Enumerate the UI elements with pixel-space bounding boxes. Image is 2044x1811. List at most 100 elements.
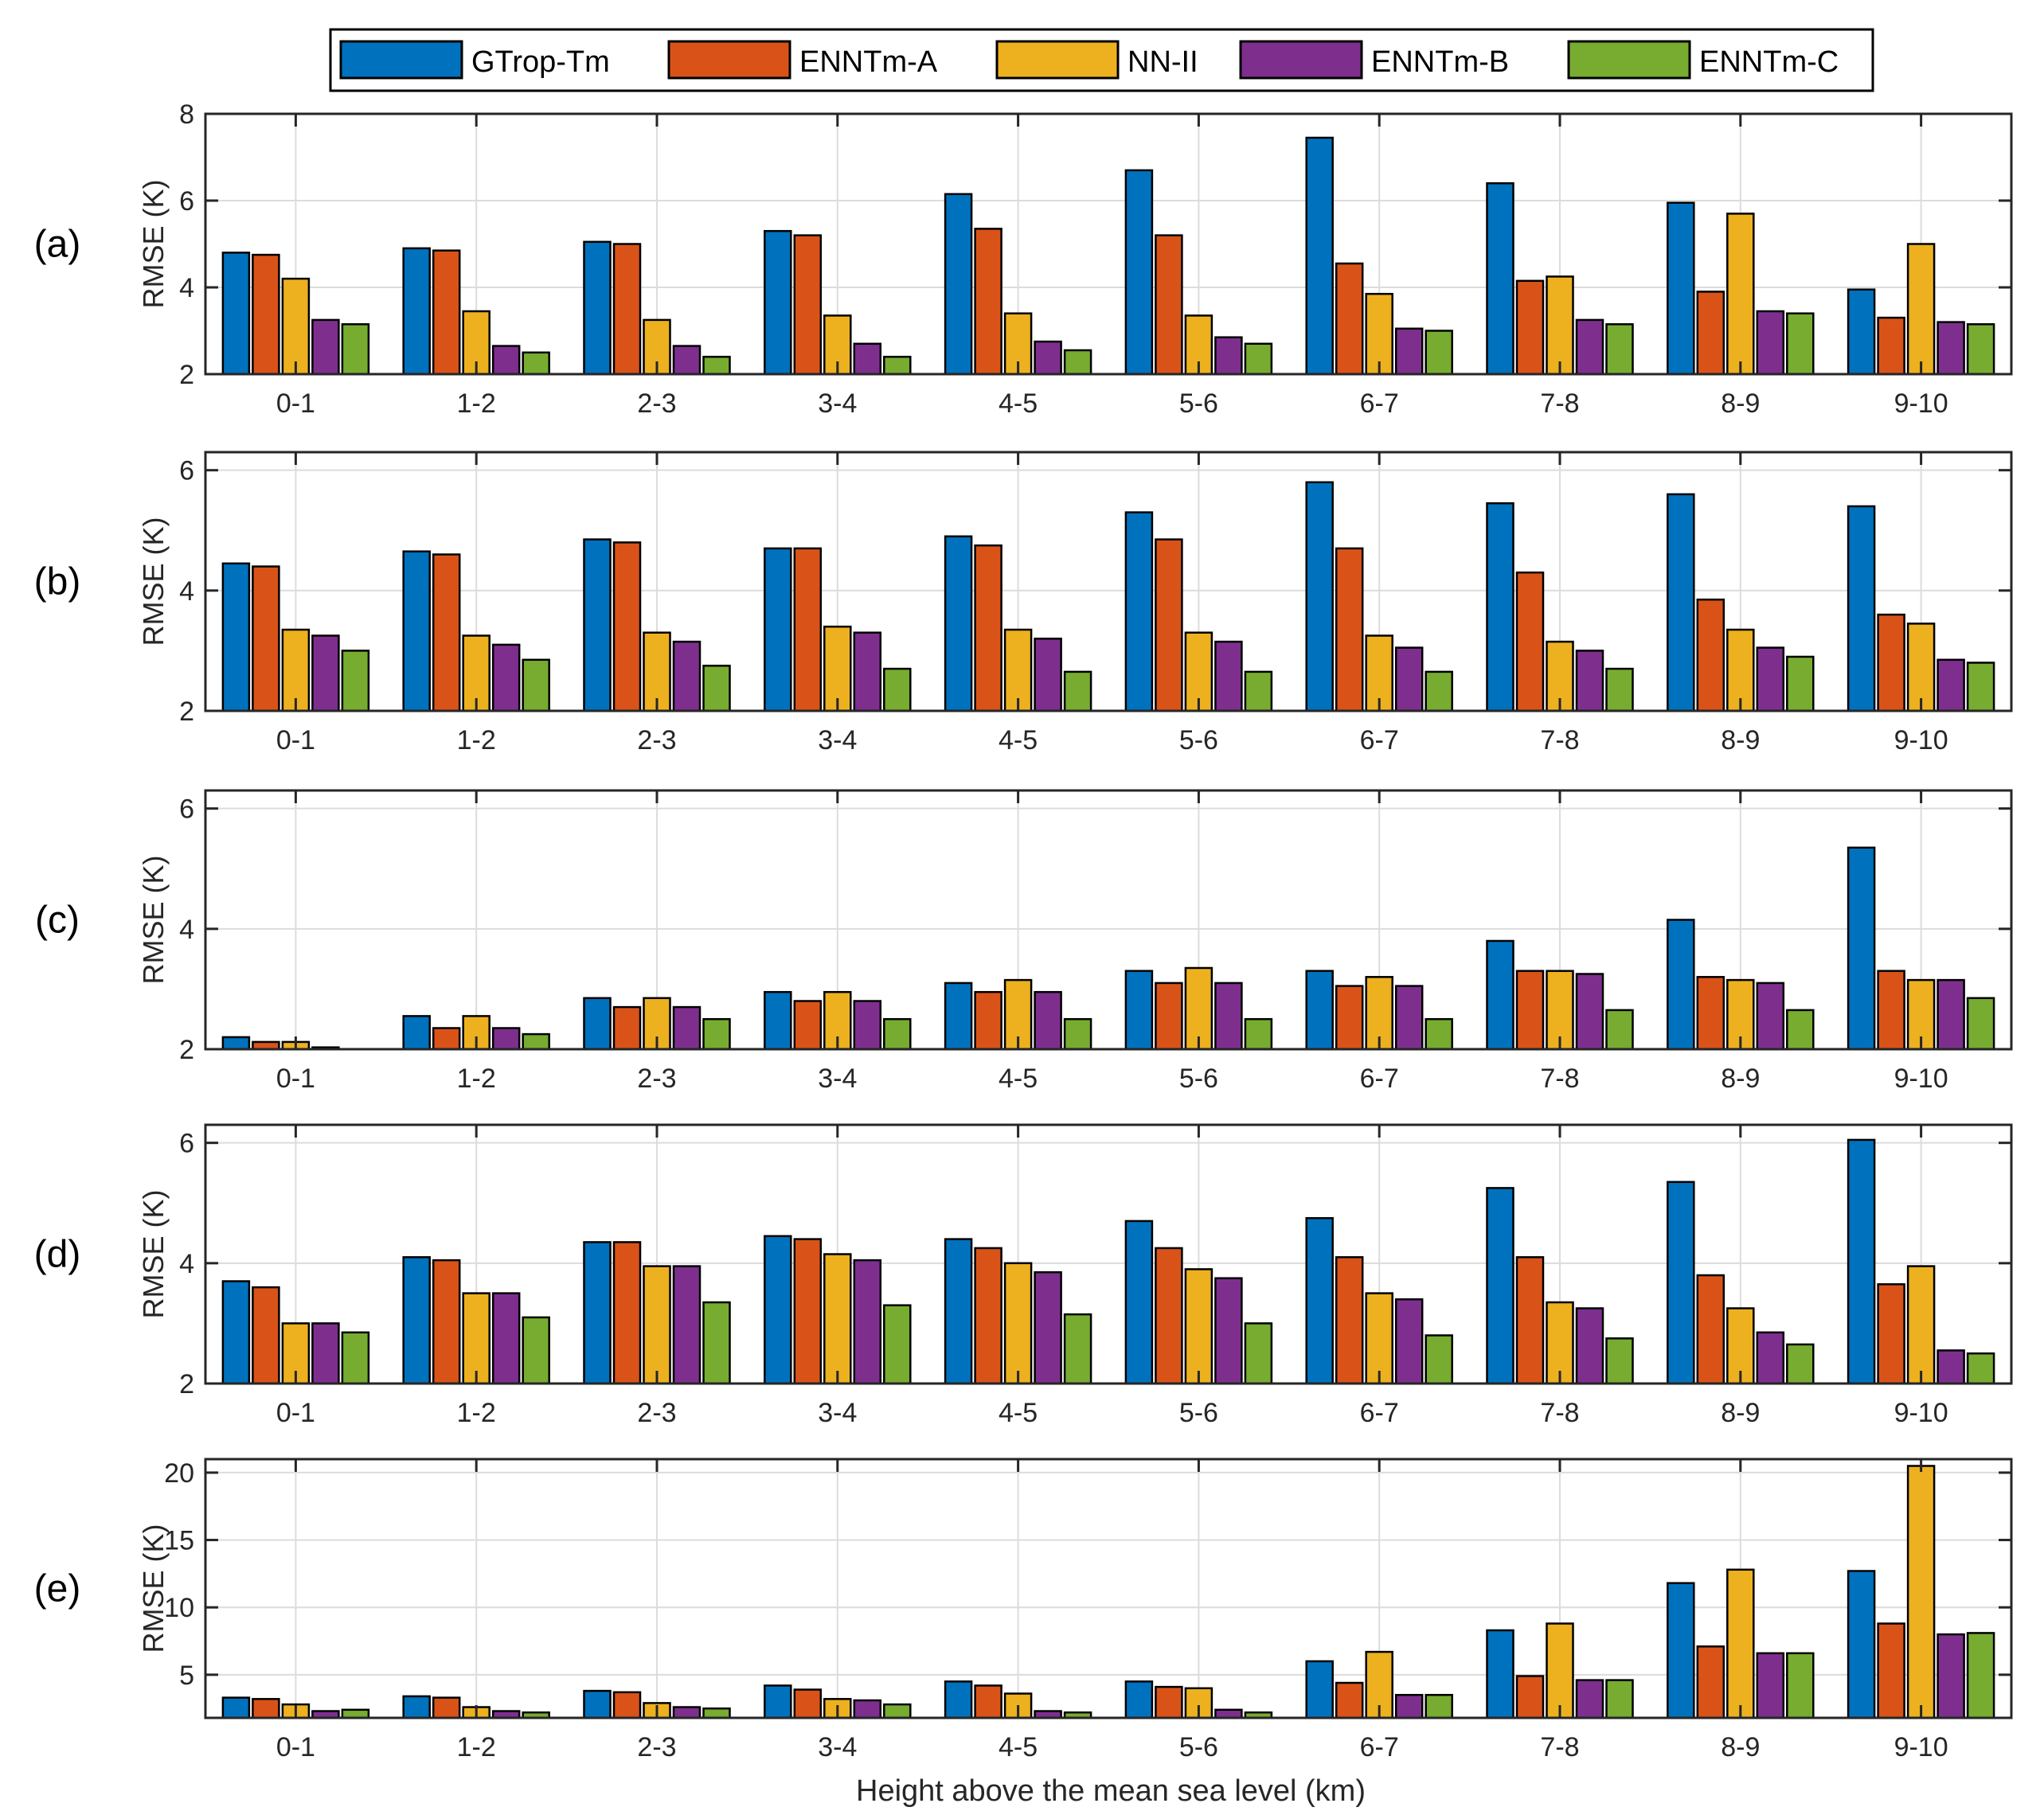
x-tick-label: 4-5 xyxy=(999,1398,1038,1428)
bar-gtrop-tm-6-7 xyxy=(1305,1660,1334,1719)
x-tick-label: 2-3 xyxy=(637,1398,676,1428)
panel-e: 5 10 15 20 0-1 1-2 2-3 3-4 4-5 5-6 6-7 7-8 8-9 9-10 RM… xyxy=(34,1458,2013,1762)
bar-nn-ii-9-10 xyxy=(1906,1465,1936,1719)
x-tick-label: 2-3 xyxy=(637,725,676,755)
bar-nn-ii-7-8 xyxy=(1546,1622,1574,1719)
bar-nn-ii-8-9 xyxy=(1726,213,1755,376)
x-tick-label: 9-10 xyxy=(1894,1732,1948,1762)
bar-gtrop-tm-6-7 xyxy=(1305,481,1334,712)
bar-enntm-b-2-3 xyxy=(672,345,702,376)
bar-enntm-a-5-6 xyxy=(1155,1247,1183,1385)
bar-enntm-a-4-5 xyxy=(974,1684,1002,1719)
y-axis-label: RMSE (K) xyxy=(137,1524,170,1653)
y-tick-label: 4 xyxy=(179,1249,194,1279)
bar-gtrop-tm-2-3 xyxy=(583,1241,612,1385)
bar-enntm-c-9-10 xyxy=(1966,1632,1995,1719)
x-tick-label: 5-6 xyxy=(1179,1732,1218,1762)
y-tick-label: 4 xyxy=(179,273,194,303)
bar-gtrop-tm-1-2 xyxy=(402,1015,431,1051)
bar-gtrop-tm-7-8 xyxy=(1486,181,1514,376)
bar-enntm-b-4-5 xyxy=(1034,340,1062,376)
bar-gtrop-tm-0-1 xyxy=(221,1036,251,1051)
panels: 2 4 6 8 0-1 1-2 2-3 3-4 4-5 5-6 6-7 7-8 8-9 9-10 RMSE … xyxy=(34,100,2013,1762)
bar-enntm-b-2-3 xyxy=(672,1706,702,1719)
x-tick-label: 4-5 xyxy=(999,725,1038,755)
x-tick-label: 5-6 xyxy=(1179,1398,1218,1428)
bar-nn-ii-7-8 xyxy=(1546,1301,1574,1385)
bar-gtrop-tm-5-6 xyxy=(1124,1680,1154,1719)
bar-enntm-c-5-6 xyxy=(1244,342,1273,376)
bar-gtrop-tm-7-8 xyxy=(1486,1629,1514,1719)
legend-item-enntm-c: ENNTm-C xyxy=(1567,40,1839,80)
y-tick-label: 6 xyxy=(179,456,194,486)
bar-enntm-a-6-7 xyxy=(1335,1681,1364,1719)
y-tick-label: 4 xyxy=(179,915,194,945)
bar-enntm-a-6-7 xyxy=(1335,1256,1364,1385)
bar-enntm-c-6-7 xyxy=(1425,1693,1453,1719)
bar-gtrop-tm-0-1 xyxy=(221,1280,251,1385)
x-tick-label: 1-2 xyxy=(457,725,496,755)
bar-enntm-c-1-2 xyxy=(522,1316,550,1385)
bar-gtrop-tm-3-4 xyxy=(764,1235,792,1385)
y-tick-label: 5 xyxy=(179,1661,194,1691)
bar-enntm-c-8-9 xyxy=(1786,1343,1815,1385)
y-axis-label: RMSE (K) xyxy=(137,517,170,646)
bar-enntm-b-5-6 xyxy=(1214,640,1243,712)
bar-enntm-a-8-9 xyxy=(1696,1645,1725,1719)
bar-nn-ii-2-3 xyxy=(643,1265,671,1385)
bar-enntm-b-9-10 xyxy=(1937,1349,1965,1385)
bar-enntm-a-2-3 xyxy=(612,1691,642,1719)
bar-enntm-a-6-7 xyxy=(1335,547,1364,712)
x-tick-label: 6-7 xyxy=(1360,725,1399,755)
bar-enntm-a-8-9 xyxy=(1696,1274,1725,1385)
bar-enntm-c-1-2 xyxy=(522,1032,550,1051)
y-tick-label: 4 xyxy=(179,576,194,607)
bar-enntm-a-7-8 xyxy=(1515,1675,1545,1719)
bar-enntm-b-3-4 xyxy=(853,1699,882,1719)
bar-enntm-b-3-4 xyxy=(853,1000,882,1051)
bar-gtrop-tm-8-9 xyxy=(1667,1181,1695,1385)
bar-enntm-b-3-4 xyxy=(853,631,882,712)
bar-enntm-a-4-5 xyxy=(974,228,1002,376)
x-tick-label: 8-9 xyxy=(1721,1732,1760,1762)
bar-enntm-a-4-5 xyxy=(974,990,1002,1051)
x-tick-label: 0-1 xyxy=(276,1398,315,1428)
bar-enntm-b-6-7 xyxy=(1394,646,1424,712)
legend-item-gtrop-tm: GTrop-Tm xyxy=(339,40,610,80)
x-tick-label: 0-1 xyxy=(276,1732,315,1762)
bar-enntm-a-5-6 xyxy=(1155,982,1183,1051)
bar-enntm-b-2-3 xyxy=(672,1265,702,1385)
bar-enntm-a-3-4 xyxy=(793,547,823,712)
bar-enntm-c-0-1 xyxy=(341,1331,370,1385)
bar-enntm-c-7-8 xyxy=(1605,1337,1634,1385)
bar-enntm-c-2-3 xyxy=(702,665,731,712)
x-tick-label: 6-7 xyxy=(1360,388,1399,419)
x-tick-label: 7-8 xyxy=(1540,388,1579,419)
bar-enntm-b-7-8 xyxy=(1575,650,1604,712)
bar-enntm-c-7-8 xyxy=(1605,667,1634,712)
bar-enntm-c-4-5 xyxy=(1063,1017,1092,1051)
bar-gtrop-tm-5-6 xyxy=(1124,1220,1154,1385)
bar-enntm-a-4-5 xyxy=(974,544,1002,712)
bar-enntm-c-4-5 xyxy=(1063,670,1092,712)
bar-enntm-c-9-10 xyxy=(1966,323,1995,376)
legend-label: NN-II xyxy=(1128,45,1198,79)
axes-box xyxy=(204,789,2013,1051)
axes-box xyxy=(204,1458,2013,1719)
bar-enntm-c-8-9 xyxy=(1786,1009,1815,1051)
x-tick-label: 3-4 xyxy=(818,1064,857,1094)
bar-enntm-c-2-3 xyxy=(702,1707,731,1719)
bar-gtrop-tm-9-10 xyxy=(1847,288,1876,376)
x-tick-label: 0-1 xyxy=(276,388,315,419)
bar-enntm-b-8-9 xyxy=(1756,646,1785,712)
bar-enntm-c-6-7 xyxy=(1425,330,1453,376)
legend-label: ENNTm-A xyxy=(799,45,938,79)
panel-d: 2 4 6 0-1 1-2 2-3 3-4 4-5 5-6 6-7 7-8 8-9 9-10 RMSE (… xyxy=(34,1123,2013,1428)
panel-label: (a) xyxy=(34,224,81,266)
bar-enntm-a-0-1 xyxy=(252,253,280,376)
bar-gtrop-tm-4-5 xyxy=(944,193,973,376)
x-tick-label: 3-4 xyxy=(818,1398,857,1428)
bar-enntm-a-7-8 xyxy=(1515,571,1545,712)
bar-enntm-c-9-10 xyxy=(1966,997,1995,1051)
